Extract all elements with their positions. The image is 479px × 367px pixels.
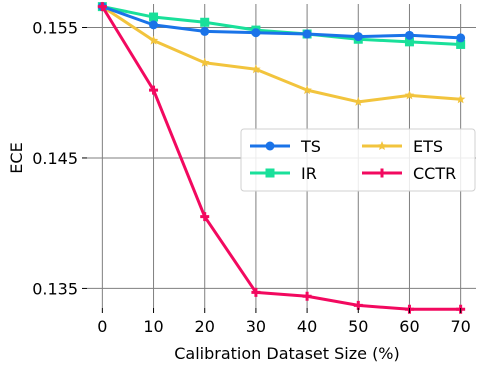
data-point-ir: [456, 39, 466, 49]
data-point-ets: [455, 94, 466, 104]
data-point-ets: [302, 85, 312, 95]
legend-label-ir: IR: [301, 164, 317, 183]
legend: TS ETS IR CCTR: [240, 128, 476, 192]
y-tick-label: 0.145: [32, 149, 78, 168]
legend-label-ets: ETS: [413, 137, 443, 156]
legend-item-ir: IR: [250, 164, 317, 183]
data-point-ts: [149, 20, 159, 30]
y-axis-title: ECE: [7, 142, 26, 173]
legend-marker-cctr: [377, 168, 387, 178]
legend-marker-ir: [265, 168, 275, 178]
x-tick-label: 50: [348, 317, 368, 336]
data-point-ets: [148, 35, 159, 45]
x-tick-label: 30: [246, 317, 266, 336]
series-layer: [97, 1, 466, 314]
data-point-cctr: [251, 287, 261, 297]
data-point-ts: [404, 30, 414, 40]
legend-marker-ets: [377, 141, 387, 151]
legend-box: [240, 128, 476, 192]
x-tick-label: 20: [195, 317, 215, 336]
data-point-ts: [302, 29, 312, 39]
data-point-ts: [251, 28, 261, 38]
legend-item-cctr: CCTR: [362, 164, 456, 183]
data-point-ir: [404, 37, 414, 47]
data-point-ets: [404, 90, 415, 100]
series-ts: [97, 2, 466, 43]
data-point-ets: [199, 57, 210, 67]
series-line-ts: [100, 5, 463, 40]
ticks: 0 10 20 30 40 50 60 70 0.135 0.145 0.155: [32, 18, 471, 336]
data-point-ts: [353, 32, 363, 42]
y-tick-label: 0.135: [32, 279, 78, 298]
x-tick-label: 40: [297, 317, 317, 336]
data-point-ets: [251, 64, 261, 74]
data-point-cctr: [200, 212, 210, 222]
x-tick-label: 60: [399, 317, 419, 336]
series-line-ets: [100, 5, 463, 104]
data-point-ets: [353, 96, 364, 106]
data-point-cctr: [149, 85, 159, 95]
x-axis-title: Calibration Dataset Size (%): [174, 344, 400, 363]
x-tick-label: 0: [97, 317, 107, 336]
data-point-cctr: [97, 2, 107, 12]
data-point-ts: [456, 33, 466, 43]
legend-item-ts: TS: [250, 137, 321, 156]
legend-item-ets: ETS: [362, 137, 443, 156]
x-tick-label: 70: [450, 317, 470, 336]
data-point-ts: [200, 26, 210, 36]
y-tick-label: 0.155: [32, 18, 78, 37]
series-line-cctr: [100, 5, 463, 311]
data-point-ir: [200, 17, 210, 27]
legend-label-ts: TS: [300, 137, 321, 156]
legend-marker-ts: [265, 141, 275, 151]
x-tick-label: 10: [143, 317, 163, 336]
legend-label-cctr: CCTR: [413, 164, 456, 183]
data-point-ir: [149, 12, 159, 22]
data-point-cctr: [302, 291, 312, 301]
